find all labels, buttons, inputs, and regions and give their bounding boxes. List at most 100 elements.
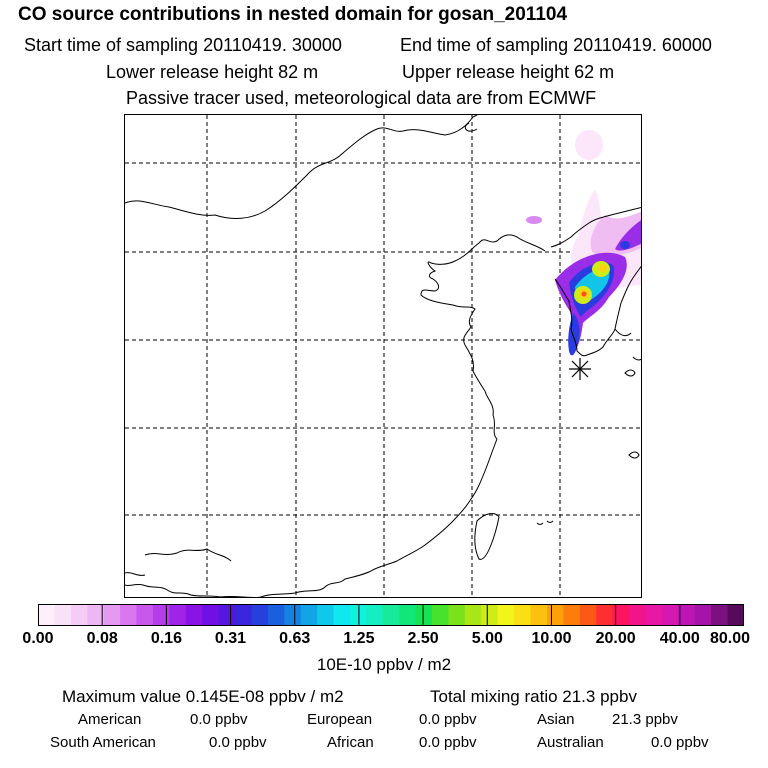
colorbar-tick-label: 0.16: [150, 630, 182, 647]
coastline-north-inlet: [464, 122, 478, 132]
region-name-american: American: [78, 711, 142, 728]
colorbar-cell: [70, 604, 88, 626]
colorbar-tick-label: 0.08: [86, 630, 118, 647]
colorbar-cell: [694, 604, 712, 626]
map-canvas: [125, 115, 641, 597]
coastline-north-border: [125, 116, 474, 219]
border-southwest: [125, 572, 146, 576]
colorbar-cell: [464, 604, 482, 626]
colorbar-tick-label: 2.50: [407, 630, 439, 647]
plume-spot-east: [620, 241, 630, 249]
small-islands: [536, 520, 554, 525]
coastlines: [125, 115, 641, 597]
colorbar-cell: [251, 604, 269, 626]
region-name-european: European: [307, 711, 373, 728]
colorbar-tick-label: 20.00: [595, 630, 636, 647]
coastline-korea-east: [586, 265, 641, 356]
colorbar-cell: [727, 604, 744, 626]
plume-outer-north: [575, 130, 603, 160]
colorbar-cell: [645, 604, 663, 626]
colorbar-cell: [235, 604, 253, 626]
colorbar-cell: [218, 604, 236, 626]
coastline-shandong: [420, 278, 476, 346]
colorbar-tick-label: 80.00: [709, 630, 751, 647]
colorbar-cell: [185, 604, 203, 626]
tracer-plume: [526, 130, 641, 356]
plume-tail: [568, 313, 580, 356]
colorbar-cell: [152, 604, 170, 626]
colorbar-tick-label: 40.00: [659, 630, 700, 647]
colorbar-cell: [317, 604, 335, 626]
map-panel: [124, 114, 642, 598]
colorbar-cell: [629, 604, 647, 626]
coastline-korea-south: [614, 328, 632, 337]
colorbar-cell: [136, 604, 154, 626]
sampling-end-time: End time of sampling 20110419. 60000: [400, 35, 712, 55]
colorbar-cell: [120, 604, 138, 626]
colorbar-tick-label: 0.63: [279, 630, 311, 647]
coastline-bohai-north: [427, 234, 546, 280]
total-mixing-ratio: Total mixing ratio 21.3 ppbv: [430, 687, 637, 706]
region-name-south-american: South American: [50, 734, 156, 751]
plot-title: CO source contributions in nested domain…: [18, 4, 568, 25]
upper-release-height: Upper release height 62 m: [402, 62, 615, 82]
colorbar-cell: [399, 604, 417, 626]
colorbar-tick-label: 1.25: [343, 630, 375, 647]
coastline-korea-west: [554, 278, 588, 357]
plume-hotspot-north-core: [599, 264, 607, 272]
colorbar-cell: [54, 604, 72, 626]
coastline-east-china-a: [464, 344, 498, 440]
border-southern: [144, 548, 232, 562]
map-gridlines: [125, 115, 641, 597]
colorbar-cell: [546, 604, 564, 626]
colorbar-cell: [579, 604, 597, 626]
colorbar-cell: [563, 604, 581, 626]
colorbar-unit: 10E-10 ppbv / m2: [316, 655, 452, 674]
colorbar: [38, 604, 744, 626]
taiwan: [474, 513, 500, 560]
colorbar-tick-label: 5.00: [471, 630, 503, 647]
region-value-south-american: 0.0 ppbv: [209, 734, 267, 751]
region-name-african: African: [327, 734, 374, 751]
colorbar-cell: [481, 604, 499, 626]
colorbar-cell: [366, 604, 384, 626]
colorbar-cell: [678, 604, 696, 626]
region-name-australian: Australian: [537, 734, 604, 751]
island-1: [624, 369, 636, 377]
region-value-american: 0.0 ppbv: [190, 711, 248, 728]
colorbar-cell: [284, 604, 302, 626]
coastline-east-china-b: [370, 438, 498, 572]
colorbar-cell: [612, 604, 630, 626]
colorbar-tick-label: 0.00: [22, 630, 54, 647]
colorbar-tick-label: 10.00: [531, 630, 572, 647]
colorbar-cell: [267, 604, 285, 626]
receptor-marker: [569, 358, 591, 380]
colorbar-cell: [38, 604, 56, 626]
island-2: [632, 356, 641, 361]
colorbar-cell: [530, 604, 548, 626]
colorbar-cell: [448, 604, 466, 626]
coastline-south-china: [220, 570, 372, 597]
colorbar-cell: [497, 604, 515, 626]
colorbar-cell: [382, 604, 400, 626]
colorbar-tick-label: 0.31: [214, 630, 247, 647]
colorbar-cell: [333, 604, 351, 626]
colorbar-cell: [711, 604, 729, 626]
colorbar-cell: [415, 604, 433, 626]
colorbar-cell: [432, 604, 450, 626]
region-value-african: 0.0 ppbv: [419, 734, 477, 751]
maximum-value: Maximum value 0.145E-08 ppbv / m2: [62, 687, 344, 706]
colorbar-cell: [661, 604, 679, 626]
region-value-australian: 0.0 ppbv: [651, 734, 709, 751]
colorbar-cell: [596, 604, 614, 626]
tracer-note: Passive tracer used, meteorological data…: [126, 88, 597, 108]
colorbar-cell: [300, 604, 318, 626]
plume-patch: [526, 216, 542, 224]
colorbar-cell: [202, 604, 220, 626]
colorbar-cell: [169, 604, 187, 626]
region-value-european: 0.0 ppbv: [419, 711, 477, 728]
sampling-start-time: Start time of sampling 20110419. 30000: [24, 35, 342, 55]
coastline-korea-border: [550, 206, 641, 248]
region-name-asian: Asian: [537, 711, 575, 728]
colorbar-cell: [514, 604, 532, 626]
